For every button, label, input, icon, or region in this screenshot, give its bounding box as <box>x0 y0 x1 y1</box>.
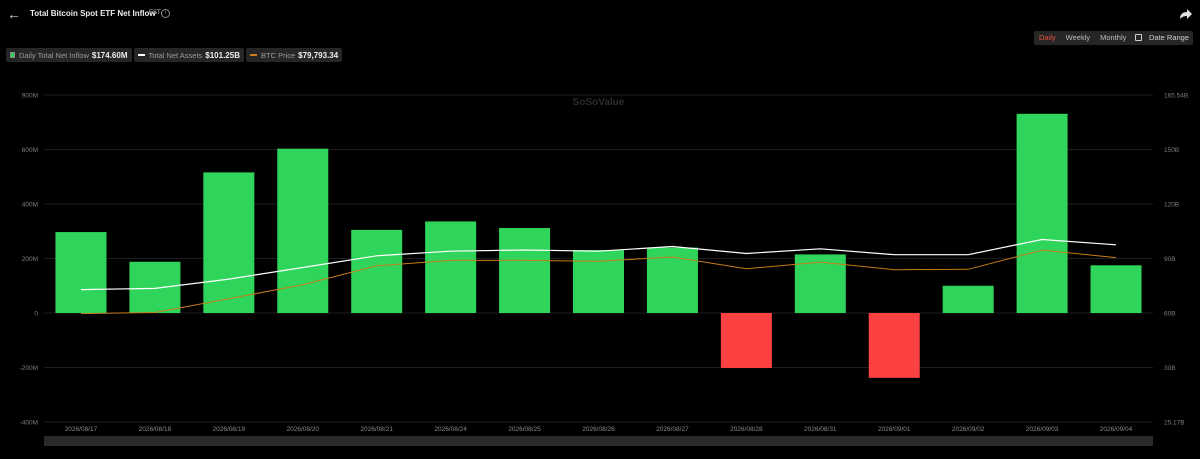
y-left-tick-label: -200M <box>20 365 38 372</box>
net-assets-line <box>80 238 1117 291</box>
y-left-tick-label: 900M <box>22 93 38 100</box>
x-tick-label: 2026/08/28 <box>730 426 763 433</box>
x-tick-label: 2026/08/26 <box>582 426 615 433</box>
x-tick-label: 2026/08/18 <box>139 426 172 433</box>
x-tick-label: 2026/08/31 <box>804 426 837 433</box>
period-weekly-button[interactable]: Weekly <box>1065 33 1091 42</box>
x-tick-label: 2026/08/27 <box>656 426 689 433</box>
inflow-bar <box>425 221 477 313</box>
x-tick-label: 2026/09/02 <box>952 426 985 433</box>
inflow-bar <box>1090 265 1142 313</box>
btc-price-line <box>80 249 1117 315</box>
inflow-bar <box>942 285 994 313</box>
inflow-bar <box>794 254 846 313</box>
x-tick-label: 2026/08/21 <box>360 426 393 433</box>
y-right-tick-label: 165.54B <box>1164 93 1188 100</box>
legend-value: $79,793.34 <box>298 50 339 60</box>
y-right-tick-label: 90B <box>1164 256 1176 263</box>
legend-value: $101.25B <box>205 50 240 60</box>
date-range-label: Date Range <box>1149 33 1190 42</box>
inflow-bar <box>868 313 920 378</box>
y-right-tick-label: 120B <box>1164 202 1179 209</box>
period-monthly-button[interactable]: Monthly <box>1100 33 1127 42</box>
date-range-button[interactable]: Date Range <box>1129 31 1193 45</box>
inflow-bar <box>351 229 403 313</box>
y-right-tick-label: 30B <box>1164 365 1176 372</box>
info-icon[interactable]: i <box>161 9 170 18</box>
legend-label: Total Net Assets <box>148 50 203 60</box>
inflow-bar <box>1016 113 1068 314</box>
watermark-text: SoSoValue <box>573 97 625 108</box>
period-toggle: Daily Weekly Monthly <box>1034 31 1132 45</box>
legend-label: BTC Price <box>260 50 296 60</box>
y-left-tick-label: 200M <box>22 256 38 263</box>
chart-legend: Daily Total Net Inflow $174.60M Total Ne… <box>6 48 343 62</box>
legend-item-net-inflow[interactable]: Daily Total Net Inflow $174.60M <box>6 48 132 62</box>
inflow-bar <box>129 261 181 313</box>
line-swatch-icon <box>249 54 257 56</box>
y-right-tick-label: 150B <box>1164 147 1179 154</box>
inflow-bar <box>499 227 551 313</box>
calendar-icon <box>1135 34 1142 41</box>
x-tick-label: 2026/08/19 <box>213 426 246 433</box>
x-tick-label: 2026/09/04 <box>1100 426 1133 433</box>
legend-label: Daily Total Net Inflow <box>19 50 89 60</box>
legend-value: $174.60M <box>91 50 128 60</box>
y-left-tick-label: 0 <box>34 311 38 318</box>
x-tick-label: 2026/08/17 <box>65 426 98 433</box>
x-tick-label: 2026/08/20 <box>286 426 319 433</box>
chart-title: Total Bitcoin Spot ETF Net Inflow <box>30 9 156 18</box>
legend-item-net-assets[interactable]: Total Net Assets $101.25B <box>133 48 244 62</box>
y-left-tick-label: -400M <box>20 420 38 427</box>
inflow-bar <box>720 313 772 369</box>
inflow-bar <box>55 232 107 313</box>
timezone-label: EST <box>149 10 161 16</box>
inflow-bar <box>646 247 698 313</box>
x-tick-label: 2026/09/01 <box>878 426 911 433</box>
inflow-bar <box>572 250 625 313</box>
y-right-tick-label: 60B <box>1164 311 1176 318</box>
x-tick-label: 2026/09/03 <box>1026 426 1059 433</box>
back-arrow-icon[interactable]: ← <box>7 6 21 22</box>
x-tick-label: 2026/08/25 <box>508 426 541 433</box>
inflow-bar <box>203 172 255 313</box>
y-left-tick-label: 600M <box>22 147 38 154</box>
share-arrow-icon[interactable] <box>1176 5 1194 23</box>
top-bar: ← Total Bitcoin Spot ETF Net Inflow EST … <box>0 0 1200 30</box>
period-daily-button[interactable]: Daily <box>1039 33 1056 42</box>
y-left-tick-label: 400M <box>22 202 38 209</box>
y-right-tick-label: 25.17B <box>1164 420 1185 427</box>
inflow-bar <box>277 148 329 313</box>
bar-swatch-icon <box>10 52 15 58</box>
line-swatch-icon <box>137 54 145 56</box>
x-tick-label: 2026/08/24 <box>434 426 467 433</box>
time-range-scrollbar[interactable] <box>44 436 1153 446</box>
legend-item-btc-price[interactable]: BTC Price $79,793.34 <box>245 48 343 62</box>
